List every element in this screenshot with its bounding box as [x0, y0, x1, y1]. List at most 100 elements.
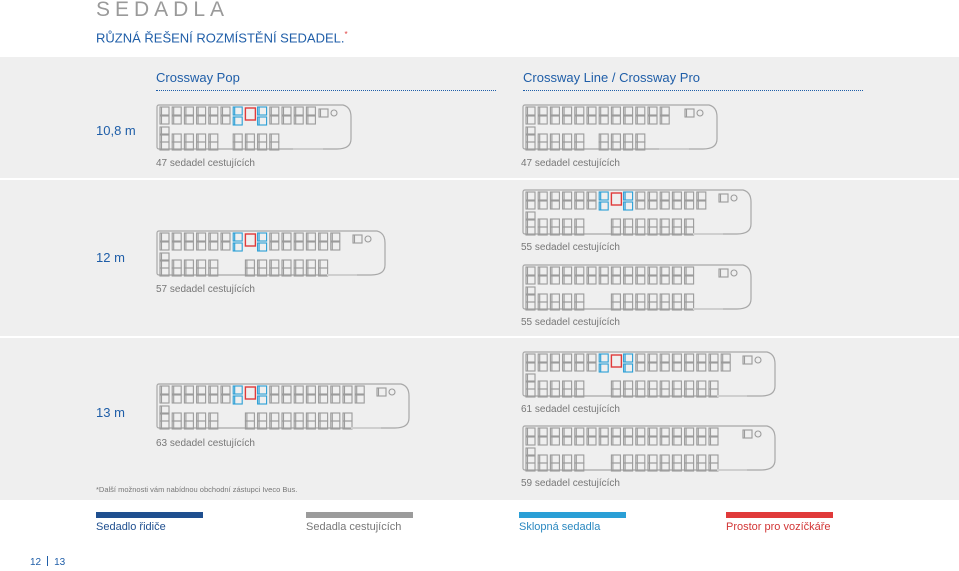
seat-count-caption: 47 sedadel cestujících: [156, 158, 255, 169]
passenger-seat: [171, 106, 182, 116]
folding-seat: [598, 201, 609, 211]
bus-outline: [522, 425, 776, 471]
passenger-seat: [574, 275, 585, 285]
column-heading-pop: Crossway Pop: [156, 70, 240, 85]
passenger-seat: [549, 133, 560, 143]
passenger-seat: [171, 420, 182, 430]
passenger-seat: [549, 353, 560, 363]
passenger-seat: [623, 293, 634, 303]
passenger-seat: [244, 420, 255, 430]
passenger-seat: [257, 267, 268, 277]
passenger-seat: [549, 293, 560, 303]
passenger-seat: [159, 241, 170, 251]
passenger-seat: [281, 412, 292, 422]
passenger-seat: [549, 362, 560, 372]
passenger-seat: [293, 259, 304, 269]
passenger-seat: [586, 106, 597, 116]
passenger-seat: [330, 241, 341, 251]
passenger-seat: [549, 218, 560, 228]
passenger-seat: [610, 115, 621, 125]
passenger-seat: [269, 267, 280, 277]
passenger-seat: [659, 275, 670, 285]
passenger-seat: [647, 293, 658, 303]
passenger-seat: [281, 232, 292, 242]
bus-layout-line-13m-a: [522, 351, 776, 398]
passenger-seat: [708, 454, 719, 464]
passenger-seat: [659, 293, 670, 303]
passenger-seat: [281, 394, 292, 404]
steering-wheel-icon: [696, 109, 704, 117]
passenger-seat: [562, 191, 573, 201]
passenger-seat: [196, 394, 207, 404]
passenger-seat: [647, 388, 658, 398]
passenger-seat: [208, 267, 219, 277]
passenger-seat: [708, 427, 719, 437]
passenger-seat: [623, 301, 634, 311]
column-heading-rule: [156, 90, 496, 91]
passenger-seat: [684, 301, 695, 311]
passenger-seat: [708, 362, 719, 372]
passenger-seat: [549, 301, 560, 311]
passenger-seat: [318, 420, 329, 430]
legend-label-wheelchair: Prostor pro vozíčkáře: [726, 521, 831, 533]
passenger-seat: [269, 133, 280, 143]
passenger-seat: [610, 218, 621, 228]
folding-seat: [232, 232, 243, 242]
folding-seat: [257, 106, 268, 116]
passenger-seat: [244, 412, 255, 422]
passenger-seat: [257, 259, 268, 269]
passenger-seat: [549, 462, 560, 472]
bus-layout-pop-10-8m: [156, 104, 352, 151]
passenger-seat: [183, 241, 194, 251]
passenger-seat: [537, 388, 548, 398]
passenger-seat: [525, 388, 536, 398]
passenger-seat: [159, 267, 170, 277]
folding-seat: [232, 395, 243, 405]
passenger-seat: [537, 427, 548, 437]
passenger-seat: [671, 462, 682, 472]
passenger-seat: [671, 191, 682, 201]
passenger-seat: [610, 293, 621, 303]
seat-count-caption: 55 sedadel cestujících: [521, 242, 620, 253]
passenger-seat: [305, 420, 316, 430]
passenger-seat: [549, 106, 560, 116]
passenger-seat: [574, 380, 585, 390]
passenger-seat: [659, 462, 670, 472]
passenger-seat: [684, 388, 695, 398]
passenger-seat: [159, 385, 170, 395]
passenger-seat: [171, 412, 182, 422]
column-heading-rule: [523, 90, 863, 91]
passenger-seat: [610, 106, 621, 116]
passenger-seat: [269, 106, 280, 116]
legend-swatch-passenger: [306, 512, 413, 518]
passenger-seat: [305, 115, 316, 125]
passenger-seat: [671, 200, 682, 210]
passenger-seat: [562, 427, 573, 437]
passenger-seat: [659, 106, 670, 116]
passenger-seat: [684, 266, 695, 276]
driver-seat: [742, 429, 753, 439]
passenger-seat: [281, 385, 292, 395]
passenger-seat: [293, 232, 304, 242]
passenger-seat: [586, 115, 597, 125]
passenger-seat: [635, 115, 646, 125]
passenger-seat: [586, 427, 597, 437]
passenger-seat: [293, 420, 304, 430]
passenger-seat: [574, 454, 585, 464]
passenger-seat: [159, 106, 170, 116]
passenger-seat: [525, 226, 536, 236]
folding-seat: [623, 191, 634, 201]
passenger-seat: [525, 191, 536, 201]
passenger-seat: [696, 427, 707, 437]
passenger-seat: [696, 436, 707, 446]
passenger-seat: [623, 133, 634, 143]
passenger-seat: [696, 380, 707, 390]
passenger-seat: [635, 301, 646, 311]
passenger-seat: [305, 267, 316, 277]
row-separator: [0, 178, 959, 180]
passenger-seat: [562, 115, 573, 125]
passenger-seat: [635, 191, 646, 201]
passenger-seat: [293, 394, 304, 404]
passenger-seat: [293, 267, 304, 277]
driver-seat: [742, 355, 753, 365]
